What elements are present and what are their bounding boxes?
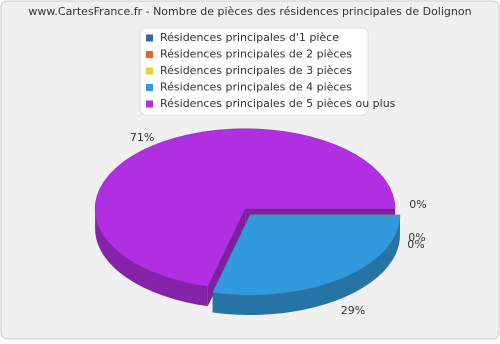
data-label: 0% (407, 238, 424, 251)
legend-label: Résidences principales d'1 pièce (160, 31, 339, 44)
legend-swatch (146, 67, 153, 75)
slice (94, 128, 396, 287)
slice-side (95, 208, 208, 307)
chart-title: www.CartesFrance.fr - Nombre de pièces d… (28, 5, 471, 18)
data-label: 0% (408, 231, 425, 244)
slice (212, 214, 401, 296)
data-label: 71% (130, 131, 154, 144)
legend-swatch (146, 51, 153, 58)
legend-label: Résidences principales de 2 pièces (160, 48, 352, 61)
legend-label: Résidences principales de 5 pièces ou pl… (160, 97, 396, 110)
slice-side (207, 208, 246, 307)
legend-swatch (146, 34, 153, 42)
legend-label: Résidences principales de 3 pièces (160, 64, 352, 77)
legend-swatch (146, 100, 153, 108)
legend-label: Résidences principales de 4 pièces (160, 81, 352, 94)
legend-swatch (146, 84, 153, 91)
slice-side (212, 215, 400, 315)
legend (139, 27, 369, 116)
data-label: 29% (341, 304, 365, 317)
data-label: 0% (409, 198, 426, 211)
